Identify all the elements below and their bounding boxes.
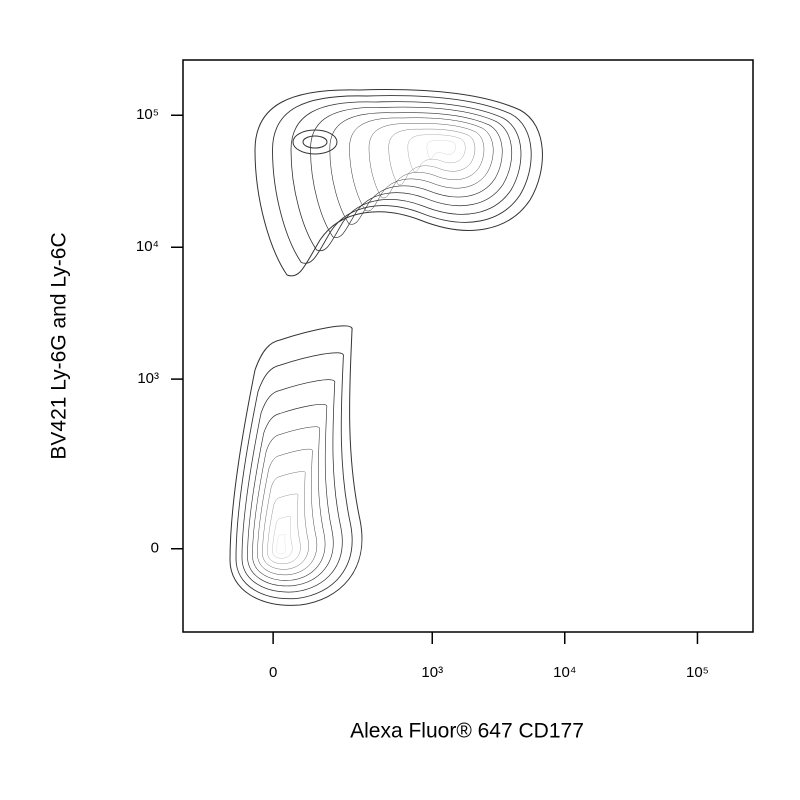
y-tick-label: 0 bbox=[151, 540, 159, 557]
lower-population-contours bbox=[229, 325, 363, 606]
plot-frame bbox=[182, 59, 754, 633]
y-tick-label: 10³ bbox=[137, 370, 159, 387]
upper-population-contours bbox=[254, 89, 543, 277]
y-tick-label: 10⁵ bbox=[136, 106, 159, 123]
x-tick-label: 0 bbox=[269, 664, 277, 681]
x-tick-label: 10⁵ bbox=[686, 664, 709, 681]
x-tick-label: 10⁴ bbox=[553, 664, 576, 681]
y-tick-label: 10⁴ bbox=[136, 238, 159, 255]
x-tick-label: 10³ bbox=[421, 664, 443, 681]
y-axis-label: BV421 Ly-6G and Ly-6C bbox=[48, 232, 71, 459]
x-axis-label: Alexa Fluor® 647 CD177 bbox=[350, 720, 584, 743]
